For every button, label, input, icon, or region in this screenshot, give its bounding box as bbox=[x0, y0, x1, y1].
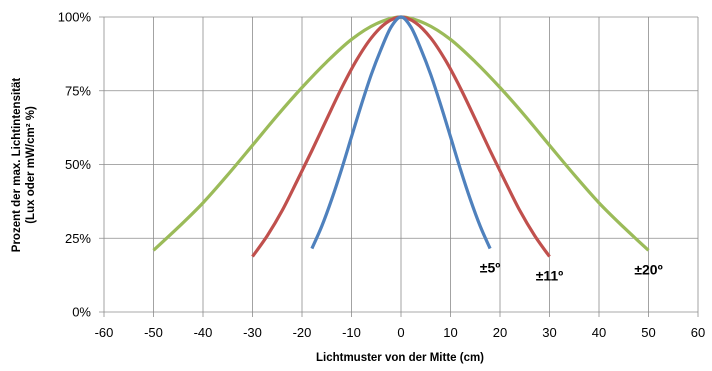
axes: -60 -50 -40 -30 -20 -10 0 10 20 30 40 50 60 0% 25% 50% 7… bbox=[58, 10, 705, 341]
x-tick-label: 30 bbox=[542, 325, 556, 340]
x-tick-label: -10 bbox=[342, 325, 361, 340]
x-tick-label: 50 bbox=[641, 325, 655, 340]
y-tick-label: 50% bbox=[65, 157, 91, 172]
x-tick-label: 10 bbox=[443, 325, 457, 340]
series-annotation: ±5º bbox=[480, 260, 501, 276]
y-tick-label: 75% bbox=[65, 83, 91, 98]
y-axis-title: Prozent der max. Lichtintensität (Lux od… bbox=[11, 78, 37, 253]
series-lines bbox=[152, 15, 650, 258]
x-tick-label: -50 bbox=[144, 325, 163, 340]
series-line-2 bbox=[310, 15, 492, 250]
series-annotations: ±5º ±11º ±20º bbox=[480, 260, 663, 284]
x-tick-label: -60 bbox=[95, 325, 114, 340]
x-tick-label: -40 bbox=[194, 325, 213, 340]
x-tick-label: -30 bbox=[243, 325, 262, 340]
x-tick-label: -20 bbox=[293, 325, 312, 340]
x-axis-title: Lichtmuster von der Mitte (cm) bbox=[316, 352, 484, 364]
series-annotation: ±20º bbox=[634, 261, 662, 277]
x-tick-label: 0 bbox=[397, 325, 404, 340]
grid bbox=[99, 16, 699, 317]
y-axis-title-line-1: Prozent der max. Lichtintensität bbox=[11, 78, 23, 253]
y-tick-label: 25% bbox=[65, 231, 91, 246]
y-tick-label: 100% bbox=[58, 10, 92, 25]
series-annotation: ±11º bbox=[536, 268, 564, 284]
x-tick-label: 40 bbox=[592, 325, 606, 340]
y-tick-label: 0% bbox=[72, 305, 91, 320]
x-tick-label: 20 bbox=[493, 325, 507, 340]
x-tick-label: 60 bbox=[691, 325, 705, 340]
y-axis-title-line-2: (Lux oder mW/cm² %) bbox=[25, 106, 37, 224]
